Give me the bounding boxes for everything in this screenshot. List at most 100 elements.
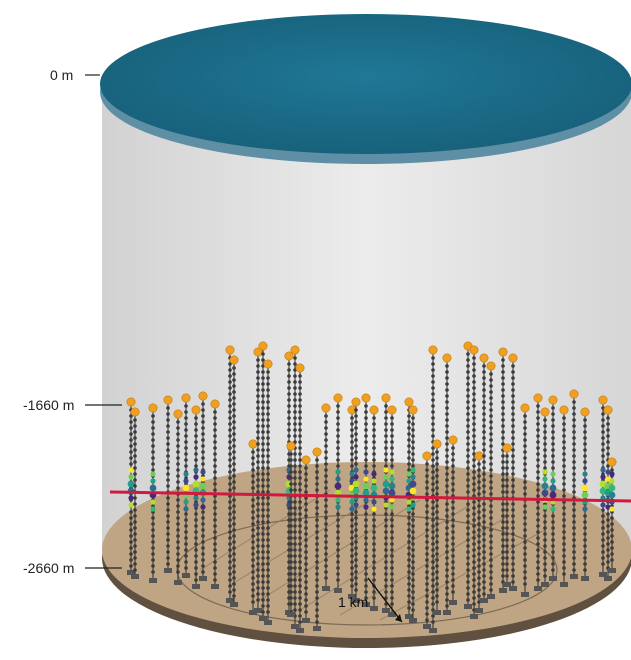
- optical-module: [129, 438, 133, 442]
- optical-module: [201, 570, 205, 574]
- optical-module: [293, 488, 297, 492]
- optical-module: [445, 604, 449, 608]
- optical-module: [511, 574, 515, 578]
- optical-module: [407, 600, 411, 604]
- optical-module: [411, 536, 415, 540]
- optical-module: [261, 592, 265, 596]
- optical-module: [411, 566, 415, 570]
- optical-module: [466, 520, 470, 524]
- optical-module: [407, 546, 411, 550]
- optical-module: [489, 564, 493, 568]
- optical-module: [445, 424, 449, 428]
- optical-module: [445, 430, 449, 434]
- optical-module: [562, 524, 566, 528]
- hit-optical-module: [349, 471, 355, 477]
- optical-module: [435, 582, 439, 586]
- optical-module: [166, 496, 170, 500]
- optical-module: [445, 508, 449, 512]
- optical-module: [287, 434, 291, 438]
- optical-module: [562, 566, 566, 570]
- hit-optical-module: [200, 476, 206, 482]
- optical-module: [266, 514, 270, 518]
- optical-module: [228, 470, 232, 474]
- string-anchor: [249, 610, 257, 615]
- hit-optical-module: [406, 506, 412, 512]
- optical-module: [489, 546, 493, 550]
- optical-module: [298, 572, 302, 576]
- optical-module: [489, 390, 493, 394]
- optical-module: [451, 584, 455, 588]
- optical-module: [184, 422, 188, 426]
- optical-module: [372, 560, 376, 564]
- string-anchor: [287, 612, 295, 617]
- hit-optical-module: [383, 502, 389, 508]
- string-anchor: [429, 628, 437, 633]
- optical-module: [261, 478, 265, 482]
- optical-module: [407, 456, 411, 460]
- optical-module: [511, 436, 515, 440]
- optical-module: [472, 446, 476, 450]
- optical-module: [293, 392, 297, 396]
- optical-module: [315, 500, 319, 504]
- hit-optical-module: [193, 474, 199, 480]
- optical-module: [610, 558, 614, 562]
- string-anchor: [608, 568, 616, 573]
- optical-module: [583, 526, 587, 530]
- optical-module: [523, 540, 527, 544]
- optical-module: [256, 538, 260, 542]
- optical-module: [213, 470, 217, 474]
- hit-optical-module: [193, 467, 199, 473]
- string-anchor: [192, 584, 200, 589]
- buoy-icon: [312, 447, 322, 457]
- optical-module: [431, 590, 435, 594]
- optical-module: [431, 578, 435, 582]
- optical-module: [431, 518, 435, 522]
- optical-module: [472, 608, 476, 612]
- buoy-icon: [607, 457, 617, 467]
- optical-module: [583, 418, 587, 422]
- optical-module: [472, 572, 476, 576]
- optical-module: [151, 456, 155, 460]
- optical-module: [536, 434, 540, 438]
- optical-module: [489, 588, 493, 592]
- optical-module: [289, 470, 293, 474]
- optical-module: [213, 464, 217, 468]
- optical-module: [482, 520, 486, 524]
- optical-module: [304, 514, 308, 518]
- optical-module: [501, 514, 505, 518]
- optical-module: [354, 408, 358, 412]
- optical-module: [133, 532, 137, 536]
- optical-module: [251, 528, 255, 532]
- optical-module: [201, 438, 205, 442]
- optical-module: [287, 362, 291, 366]
- optical-module: [304, 484, 308, 488]
- buoy-icon: [286, 441, 296, 451]
- optical-module: [445, 454, 449, 458]
- optical-module: [445, 550, 449, 554]
- optical-module: [384, 416, 388, 420]
- optical-module: [445, 514, 449, 518]
- optical-module: [536, 554, 540, 558]
- optical-module: [298, 536, 302, 540]
- optical-module: [261, 394, 265, 398]
- optical-module: [298, 566, 302, 570]
- optical-module: [201, 564, 205, 568]
- optical-module: [166, 448, 170, 452]
- optical-module: [256, 496, 260, 500]
- optical-module: [482, 412, 486, 416]
- optical-module: [213, 578, 217, 582]
- optical-module: [562, 572, 566, 576]
- optical-module: [505, 550, 509, 554]
- optical-module: [129, 534, 133, 538]
- optical-module: [298, 428, 302, 432]
- optical-module: [133, 502, 137, 506]
- optical-module: [228, 434, 232, 438]
- optical-module: [228, 530, 232, 534]
- optical-module: [261, 382, 265, 386]
- optical-module: [543, 466, 547, 470]
- string-anchor: [182, 573, 190, 578]
- optical-module: [523, 558, 527, 562]
- optical-module: [390, 536, 394, 540]
- optical-module: [431, 380, 435, 384]
- buoy-icon: [173, 409, 183, 419]
